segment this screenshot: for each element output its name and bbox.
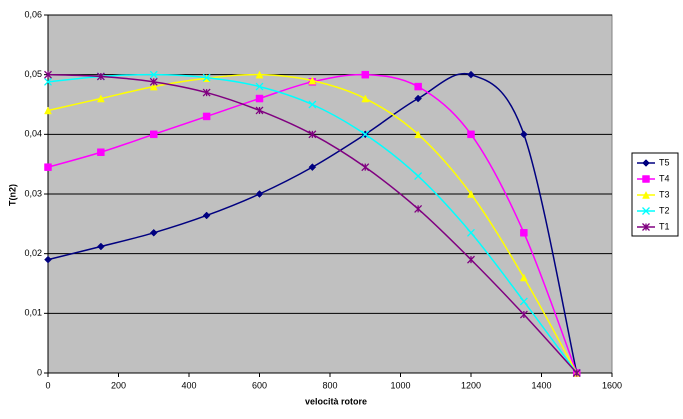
data-point	[44, 163, 52, 171]
data-point	[467, 70, 475, 79]
x-tick-label: 1000	[390, 380, 410, 390]
legend-marker	[642, 190, 650, 199]
data-point	[361, 70, 369, 79]
data-point	[202, 73, 211, 82]
series-line	[47, 73, 578, 374]
y-tick-label: 0,04	[24, 129, 42, 139]
data-point	[97, 242, 105, 251]
x-tick-label: 800	[322, 380, 337, 390]
data-point	[467, 255, 475, 264]
data-point	[361, 130, 370, 139]
y-tick-label: 0,03	[24, 188, 42, 198]
data-point	[150, 130, 158, 139]
legend-label: T5	[659, 157, 670, 167]
y-tick-label: 0,06	[24, 9, 42, 19]
data-point	[519, 273, 528, 282]
x-tick-label: 1400	[531, 380, 551, 390]
data-point	[308, 100, 317, 109]
data-point	[255, 70, 264, 79]
data-point	[520, 229, 528, 237]
data-point	[467, 228, 475, 237]
data-point	[255, 190, 264, 198]
x-tick-label: 1600	[602, 380, 622, 390]
data-point	[467, 130, 475, 139]
data-point	[308, 130, 317, 139]
x-tick-label: 200	[111, 380, 126, 390]
y-tick-label: 0	[37, 367, 42, 377]
data-point	[308, 163, 317, 172]
legend-label: T3	[659, 189, 670, 199]
data-point	[149, 70, 158, 79]
data-point	[44, 70, 52, 79]
x-tick-label: 1200	[461, 380, 481, 390]
data-point	[467, 189, 475, 198]
data-point	[255, 82, 264, 91]
legend-marker	[642, 223, 650, 231]
data-point	[149, 82, 158, 91]
series-line	[47, 73, 578, 374]
data-point	[202, 112, 211, 121]
y-tick-label: 0,02	[24, 248, 42, 258]
data-point	[149, 77, 158, 86]
legend-label: T2	[659, 205, 670, 215]
legend-label: T1	[659, 221, 670, 231]
data-point	[149, 228, 158, 237]
legend-label: T4	[659, 173, 670, 183]
data-point	[572, 369, 581, 377]
data-point	[97, 148, 105, 156]
data-point	[255, 94, 264, 103]
data-point	[255, 106, 264, 115]
data-point	[202, 211, 211, 220]
y-tick-label: 0,05	[24, 69, 42, 79]
series-line	[47, 73, 578, 374]
data-point	[414, 94, 422, 103]
data-point	[361, 163, 370, 172]
data-point	[414, 82, 422, 91]
data-point	[361, 94, 370, 103]
x-tick-label: 600	[252, 380, 267, 390]
legend-marker	[642, 159, 650, 167]
data-point	[44, 77, 52, 86]
data-point	[519, 297, 528, 306]
data-point	[414, 172, 423, 181]
legend-marker	[642, 175, 650, 183]
data-point	[308, 76, 317, 85]
y-axis-label: T(n2)	[7, 184, 17, 206]
data-point	[414, 130, 423, 139]
x-tick-label: 0	[45, 380, 50, 390]
x-axis-label: velocità rotore	[305, 396, 367, 406]
series-line	[47, 73, 578, 374]
data-point	[414, 204, 423, 213]
data-point	[96, 72, 105, 81]
data-point	[44, 106, 52, 115]
data-point	[520, 130, 528, 139]
data-point	[519, 310, 528, 319]
data-point	[202, 88, 211, 97]
legend-marker	[642, 207, 650, 215]
x-tick-label: 400	[181, 380, 196, 390]
data-point	[44, 255, 52, 264]
data-point	[96, 94, 105, 103]
y-tick-label: 0,01	[24, 308, 42, 318]
